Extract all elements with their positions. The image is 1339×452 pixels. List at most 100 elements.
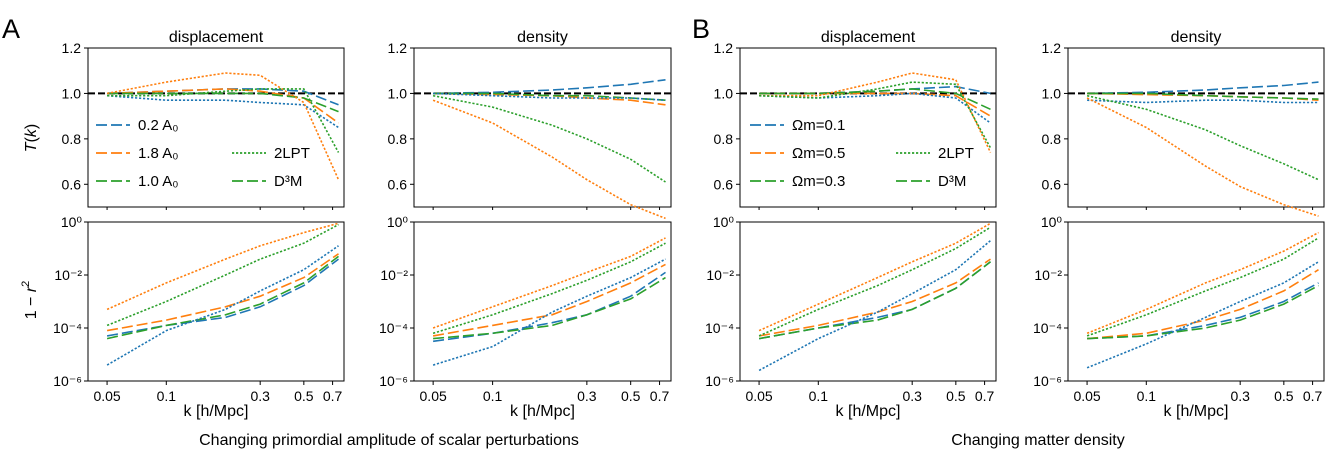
xtick-label: 0.7	[975, 388, 995, 404]
xtick-label: 0.7	[1303, 388, 1323, 404]
ytick-label-top: 1.0	[388, 85, 408, 101]
xtick-label: 0.1	[809, 388, 829, 404]
series-line-bottom-green-dotted	[106, 223, 339, 327]
series-line-bottom-orange-dotted	[432, 237, 666, 329]
ytick-label-bottom: 10⁻⁶	[1033, 373, 1062, 389]
series-line-top-green-dashed	[759, 88, 991, 111]
ytick-label-bottom: 10⁻⁶	[53, 373, 82, 389]
series-line-bottom-green-dashed	[433, 276, 666, 340]
series-line-bottom-green-dashed	[106, 255, 339, 340]
ytick-label-top: 0.8	[714, 131, 734, 147]
xtick-label: 0.3	[250, 388, 270, 404]
xtick-label: 0.05	[1073, 388, 1100, 404]
series-line-top-green-dotted	[432, 94, 666, 183]
ytick-label-bottom: 10⁰	[713, 214, 735, 230]
series-line-bottom-orange-dotted	[758, 222, 991, 332]
panel-title: density	[517, 29, 568, 46]
ytick-label-bottom: 10⁻⁴	[53, 320, 82, 336]
xtick-label: 0.7	[323, 388, 343, 404]
ytick-label-bottom: 10⁻²	[706, 267, 734, 283]
series-line-bottom-green-dotted	[1086, 237, 1319, 337]
ytick-label-top: 0.6	[1042, 176, 1062, 192]
series-line-bottom-green-dashed	[1087, 284, 1319, 340]
series-line-bottom-green-dotted	[432, 242, 666, 335]
xlabel: k [h/Mpc]	[1164, 403, 1229, 420]
series-line-top-green-dotted	[107, 88, 340, 153]
legend-label: 2LPT	[938, 145, 974, 162]
legend-label: 1.8 A₀	[138, 145, 178, 162]
xtick-label: 0.1	[157, 388, 177, 404]
chart-panel-A-density: density 0.6 0.8 1.0 1.2 10⁻⁶ 10⁻⁴ 10⁻² 10⁰ 0.05 0.…	[379, 29, 672, 420]
legend-label: Ωm=0.3	[792, 173, 845, 190]
ytick-label-top: 0.6	[714, 176, 734, 192]
series-line-top-blue-dashed	[433, 79, 666, 95]
ytick-label-top: 1.0	[62, 85, 82, 101]
ytick-label-bottom: 10⁻⁴	[1033, 320, 1062, 336]
xlabel: k [h/Mpc]	[836, 403, 901, 420]
xlabel: k [h/Mpc]	[510, 403, 575, 420]
ytick-label-bottom: 10⁻⁴	[379, 320, 408, 336]
axes-frame-bottom	[87, 221, 345, 382]
series-line-bottom-blue-dotted	[1086, 261, 1319, 369]
series-line-top-orange-dotted	[1086, 97, 1319, 217]
axes-frame-top	[1067, 47, 1325, 208]
xtick-label: 0.5	[621, 388, 641, 404]
caption-a: Changing primordial amplitude of scalar …	[199, 432, 579, 449]
series-line-bottom-orange-dotted	[1086, 231, 1319, 335]
ylabel-transfer: T(k)	[23, 124, 40, 152]
legend-label: D³M	[274, 173, 302, 190]
ytick-label-top: 0.8	[1042, 131, 1062, 147]
legend-label: 1.0 A₀	[138, 173, 178, 190]
series-line-top-orange-dashed	[107, 88, 339, 124]
ytick-label-bottom: 10⁰	[1041, 214, 1063, 230]
ytick-label-top: 0.6	[62, 176, 82, 192]
ylabel-correlation: 1 − r2	[20, 281, 40, 320]
xtick-label: 0.7	[650, 388, 670, 404]
panel-title: density	[1171, 29, 1222, 46]
series-line-top-green-dashed	[433, 92, 666, 101]
panel-letter-b: B	[692, 14, 710, 44]
axes-frame-bottom	[1067, 221, 1325, 382]
series-line-bottom-green-dashed	[758, 261, 991, 340]
axes-frame-top	[87, 47, 345, 208]
panel-title: displacement	[821, 29, 916, 46]
ytick-label-bottom: 10⁰	[61, 214, 83, 230]
series-line-top-blue-dotted	[433, 92, 666, 101]
series-line-top-green-dashed	[107, 92, 339, 113]
series-line-bottom-orange-dashed	[758, 258, 991, 337]
xtick-label: 0.3	[902, 388, 922, 404]
ytick-label-top: 1.2	[62, 40, 82, 56]
series-line-top-orange-dotted	[432, 99, 666, 220]
chart-panel-B-density: density 0.6 0.8 1.0 1.2 10⁻⁶ 10⁻⁴ 10⁻² 10⁰ 0.05 0.…	[1033, 29, 1325, 420]
ytick-label-top: 1.0	[714, 85, 734, 101]
series-line-top-orange-dashed	[759, 92, 991, 117]
series-line-bottom-blue-dotted	[758, 239, 992, 372]
series-line-bottom-green-dotted	[758, 226, 991, 337]
axes-frame-bottom	[413, 221, 672, 382]
series-line-top-blue-dashed	[1087, 81, 1319, 95]
xtick-label: 0.05	[93, 388, 120, 404]
xtick-label: 0.05	[420, 388, 447, 404]
legend-label: Ωm=0.5	[792, 145, 845, 162]
ytick-label-bottom: 10⁻²	[54, 267, 82, 283]
caption-b: Changing matter density	[951, 432, 1124, 449]
series-line-top-green-dashed	[1087, 92, 1319, 100]
series-line-bottom-orange-dashed	[106, 253, 339, 332]
legend-b: Ωm=0.1 Ωm=0.5 Ωm=0.3 2LPT D³M	[750, 117, 974, 190]
series-line-top-green-dotted	[759, 81, 992, 149]
series-line-top-orange-dashed	[433, 92, 666, 106]
ytick-label-bottom: 10⁻⁶	[379, 373, 408, 389]
series-line-bottom-orange-dashed	[432, 263, 666, 337]
ytick-label-top: 0.8	[388, 131, 408, 147]
panel-letter-a: A	[2, 14, 20, 44]
legend-a: 0.2 A₀ 1.8 A₀ 1.0 A₀ 2LPT D³M	[96, 117, 310, 190]
ytick-label-bottom: 10⁻⁴	[705, 320, 734, 336]
series-line-top-blue-dotted	[1087, 99, 1319, 104]
series-line-bottom-blue-dotted	[432, 258, 666, 366]
xtick-label: 0.5	[294, 388, 314, 404]
series-line-top-orange-dotted	[759, 72, 992, 153]
axes-frame-top	[739, 47, 997, 208]
series-line-top-orange-dotted	[106, 72, 340, 181]
legend-label: Ωm=0.1	[792, 117, 845, 134]
ytick-label-top: 1.2	[388, 40, 408, 56]
